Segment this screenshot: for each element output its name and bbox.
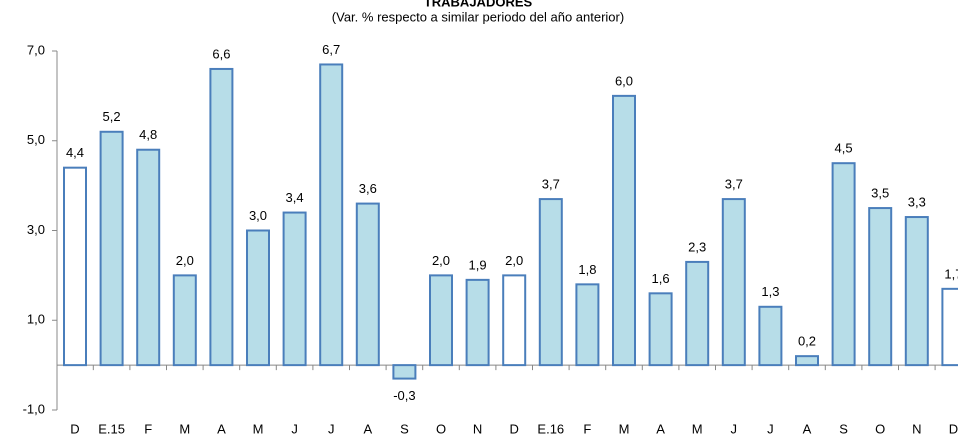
x-tick-label: D: [949, 421, 958, 436]
x-tick-label: F: [144, 421, 152, 436]
bar: [319, 63, 344, 367]
value-label: 1,9: [469, 257, 487, 272]
value-label: 1,8: [578, 262, 596, 277]
bar: [868, 207, 893, 367]
bar: [941, 287, 958, 367]
value-label: 0,2: [798, 334, 816, 349]
bar: [209, 67, 234, 367]
value-label: 3,5: [871, 186, 889, 201]
bar: [429, 274, 453, 367]
y-tick-label: 3,0: [27, 222, 45, 237]
bar: [282, 211, 307, 367]
x-tick-label: M: [179, 421, 190, 436]
x-tick-label: A: [656, 421, 665, 436]
x-tick-label: J: [767, 421, 774, 436]
value-label: 5,2: [103, 109, 121, 124]
x-tick-label: E.15: [98, 421, 125, 436]
bar: [721, 198, 746, 367]
x-tick-label: E.16: [537, 421, 564, 436]
bar: [172, 274, 197, 367]
bar: [502, 274, 527, 367]
x-tick-label: D: [70, 421, 79, 436]
value-label: 2,3: [688, 239, 706, 254]
x-tick-label: M: [253, 421, 264, 436]
x-tick-label: M: [619, 421, 630, 436]
y-tick-label: 7,0: [27, 42, 45, 57]
value-label: -0,3: [393, 388, 415, 403]
bar: [246, 229, 270, 367]
x-tick-label: O: [436, 421, 446, 436]
x-tick-label: J: [291, 421, 298, 436]
chart-subtitle: (Var. % respecto a similar periodo del a…: [332, 9, 624, 24]
value-label: 4,4: [66, 145, 84, 160]
x-tick-label: A: [363, 421, 372, 436]
value-label: 2,0: [432, 253, 450, 268]
value-label: 4,8: [139, 127, 157, 142]
value-label: 2,0: [505, 253, 523, 268]
value-label: 3,6: [359, 181, 377, 196]
value-label: 6,0: [615, 73, 633, 88]
y-tick-label: 1,0: [27, 312, 45, 327]
value-label: 3,3: [908, 194, 926, 209]
y-tick-label: -1,0: [23, 401, 45, 416]
value-label: 1,6: [652, 271, 670, 286]
bar: [538, 198, 563, 367]
bar: [758, 305, 783, 367]
x-tick-label: M: [692, 421, 703, 436]
value-label: 4,5: [835, 141, 853, 156]
value-label: 1,7: [944, 266, 958, 281]
value-label: 3,7: [725, 177, 743, 192]
x-tick-label: S: [400, 421, 409, 436]
bar: [612, 94, 636, 367]
x-tick-label: S: [839, 421, 848, 436]
value-label: 3,0: [249, 208, 267, 223]
bar: [136, 148, 161, 367]
bar: [685, 260, 710, 367]
value-label: 2,0: [176, 253, 194, 268]
x-tick-label: A: [217, 421, 226, 436]
x-tick-label: J: [731, 421, 738, 436]
bar: [831, 162, 856, 367]
x-tick-label: O: [875, 421, 885, 436]
bar: [575, 283, 600, 367]
bar: [904, 216, 929, 367]
bar: [99, 130, 124, 367]
value-label: 6,6: [212, 46, 230, 61]
bar: [63, 166, 87, 367]
x-tick-label: N: [473, 421, 482, 436]
chart-title: TRABAJADORES: [424, 0, 533, 9]
x-tick-label: J: [328, 421, 335, 436]
value-label: 6,7: [322, 42, 340, 57]
x-tick-label: A: [803, 421, 812, 436]
bar: [355, 202, 380, 367]
value-label: 3,7: [542, 177, 560, 192]
x-tick-label: N: [912, 421, 921, 436]
bar: [465, 278, 490, 367]
y-tick-label: 5,0: [27, 132, 45, 147]
x-tick-label: F: [583, 421, 591, 436]
value-label: 3,4: [286, 190, 304, 205]
bar: [648, 292, 673, 367]
value-label: 1,3: [761, 284, 779, 299]
bar: [795, 355, 819, 367]
bar: [392, 364, 417, 380]
x-tick-label: D: [510, 421, 519, 436]
